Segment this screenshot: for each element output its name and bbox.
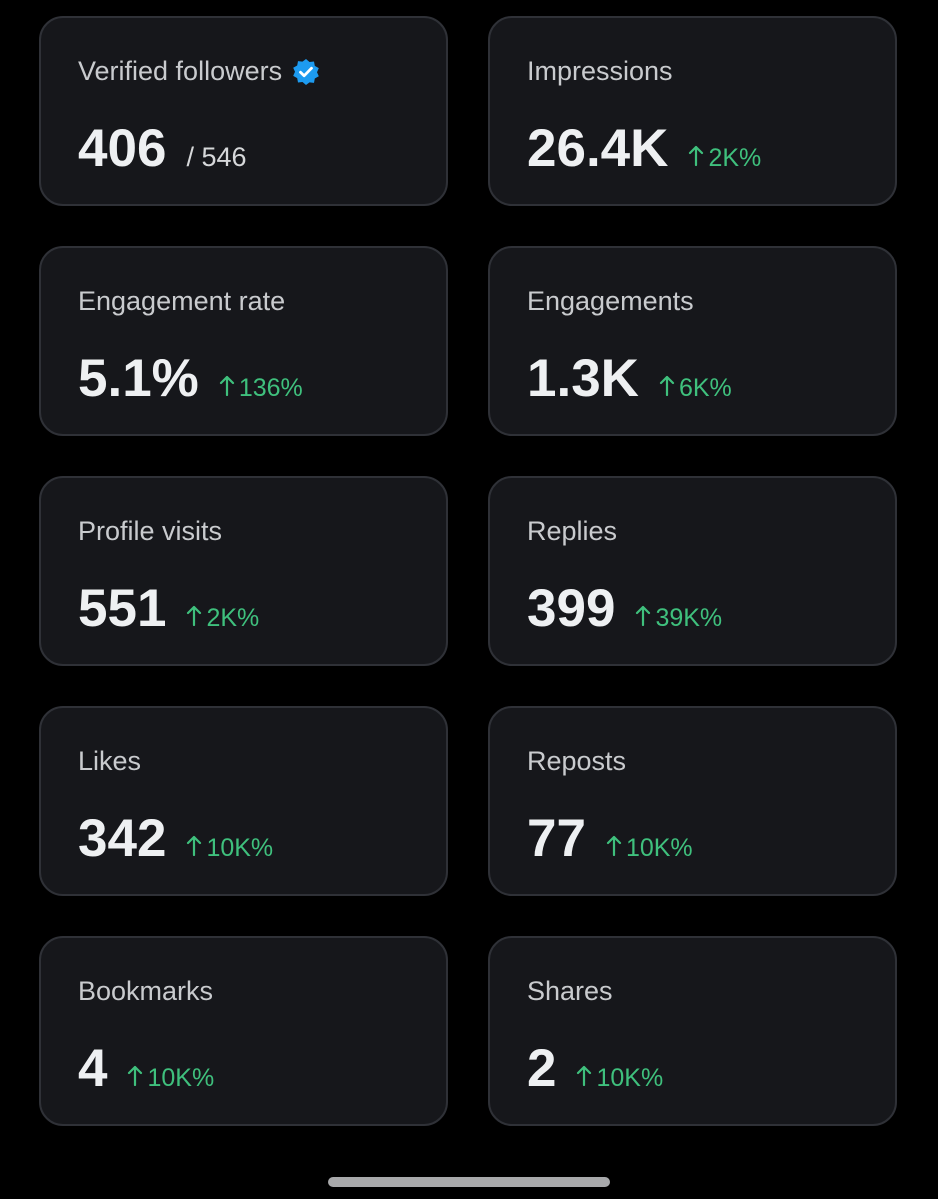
stat-change-text: 2K%	[708, 144, 762, 172]
stat-value-row: 399 39K%	[527, 578, 722, 639]
arrow-up-icon	[659, 375, 675, 396]
stat-label-row: Verified followers	[78, 56, 320, 87]
stat-label: Likes	[78, 746, 142, 776]
stat-card: Impressions 26.4K 2K%	[488, 16, 897, 206]
stat-card: Profile visits 551 2K%	[39, 476, 448, 666]
stat-value: 399	[527, 579, 616, 638]
stat-change-text: 136%	[238, 374, 303, 402]
stat-value-row: 77 10K%	[527, 808, 693, 869]
stat-label-row: Reposts	[527, 746, 626, 777]
stat-value: 2	[527, 1039, 557, 1098]
stat-value-row: 5.1% 136%	[78, 348, 303, 409]
stat-label-row: Profile visits	[78, 516, 222, 547]
arrow-up-icon	[606, 835, 622, 856]
stat-label: Engagement rate	[78, 286, 286, 316]
stat-change: 10K%	[127, 1064, 214, 1093]
stat-change-text: 10K%	[206, 834, 274, 862]
stat-total: / 546	[186, 142, 247, 172]
stat-label: Verified followers	[78, 56, 283, 86]
stat-change-text: 2K%	[206, 604, 260, 632]
stat-value-row: 551 2K%	[78, 578, 259, 639]
stat-value-row: 342 10K%	[78, 808, 273, 869]
arrow-up-icon	[689, 145, 704, 166]
stat-value: 5.1%	[78, 349, 199, 408]
stat-value: 26.4K	[527, 119, 669, 178]
stat-change-text: 6K%	[678, 374, 732, 402]
arrow-up-icon	[187, 605, 202, 626]
arrow-up-icon	[128, 1065, 143, 1086]
stat-change: 6K%	[659, 374, 732, 403]
stat-value-row: 4 10K%	[78, 1038, 214, 1099]
stat-value: 4	[78, 1039, 108, 1098]
stat-label: Impressions	[527, 56, 673, 86]
stat-card: Replies 399 39K%	[488, 476, 897, 666]
stat-label-row: Impressions	[527, 56, 673, 87]
stat-change: 136%	[219, 374, 303, 403]
verified-badge	[293, 58, 319, 85]
stat-card: Likes 342 10K%	[39, 706, 448, 896]
stat-change: 2K%	[688, 144, 761, 173]
home-indicator[interactable]	[328, 1177, 610, 1187]
stat-label-row: Engagement rate	[78, 286, 285, 317]
stat-value-row: 1.3K 6K%	[527, 348, 732, 409]
stat-card: Engagement rate 5.1% 136%	[39, 246, 448, 436]
arrow-up-icon	[187, 835, 202, 856]
stat-card: Engagements 1.3K 6K%	[488, 246, 897, 436]
stat-label: Bookmarks	[78, 976, 214, 1006]
stat-value: 406	[78, 119, 167, 178]
stat-change: 10K%	[606, 834, 693, 863]
stat-value-row: 406 / 546	[78, 118, 247, 179]
stat-label: Reposts	[527, 746, 627, 776]
stat-label-row: Bookmarks	[78, 976, 213, 1007]
stat-value: 77	[527, 809, 586, 868]
stat-change-text: 10K%	[596, 1064, 664, 1092]
stat-value-row: 2 10K%	[527, 1038, 663, 1099]
arrow-up-icon	[636, 605, 651, 626]
stat-label-row: Shares	[527, 976, 613, 1007]
stat-label: Replies	[527, 516, 618, 546]
stat-label-row: Likes	[78, 746, 141, 777]
stat-value: 551	[78, 579, 167, 638]
stat-label: Profile visits	[78, 516, 223, 546]
stat-card: Reposts 77 10K%	[488, 706, 897, 896]
stat-value-row: 26.4K 2K%	[527, 118, 761, 179]
stat-change: 10K%	[186, 834, 273, 863]
stat-label: Shares	[527, 976, 613, 1006]
stat-change-text: 10K%	[147, 1064, 215, 1092]
stat-label-row: Replies	[527, 516, 617, 547]
arrow-up-icon	[577, 1065, 592, 1086]
stat-value: 1.3K	[527, 349, 639, 408]
arrow-up-icon	[219, 375, 234, 396]
stat-change: 10K%	[576, 1064, 663, 1093]
stat-label-row: Engagements	[527, 286, 694, 317]
stat-card: Shares 2 10K%	[488, 936, 897, 1126]
stat-change-text: 10K%	[625, 834, 693, 862]
stat-change-text: 39K%	[655, 604, 723, 632]
stat-value: 342	[78, 809, 167, 868]
stat-change: 39K%	[635, 604, 722, 633]
stat-change: 2K%	[186, 604, 259, 633]
stat-card: Verified followers 406 / 546	[39, 16, 448, 206]
stat-label: Engagements	[527, 286, 694, 316]
stat-card: Bookmarks 4 10K%	[39, 936, 448, 1126]
